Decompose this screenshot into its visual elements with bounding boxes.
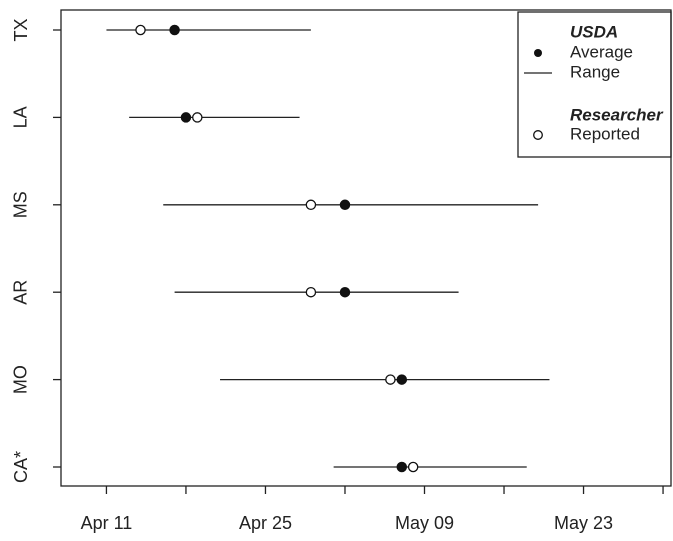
legend-average-dot	[534, 49, 542, 57]
x-tick-label: May 09	[395, 513, 454, 533]
reported-dot	[192, 112, 203, 123]
legend-group-title: Researcher	[570, 105, 664, 124]
average-dot	[396, 374, 408, 385]
y-tick-label: CA*	[11, 451, 31, 483]
average-dot	[169, 24, 180, 36]
legend-box	[517, 11, 672, 158]
legend-label: Range	[570, 62, 620, 81]
y-tick-label: MO	[11, 365, 31, 394]
legend-label: Reported	[570, 124, 640, 143]
plot-frame	[60, 9, 672, 487]
y-tick-label: AR	[11, 280, 31, 305]
reported-dot	[305, 286, 317, 298]
y-tick-label: TX	[11, 18, 31, 41]
legend-group-title: USDA	[570, 22, 618, 41]
y-tick-label: MS	[11, 191, 31, 218]
reported-dot	[305, 199, 317, 211]
legend-label: Average	[570, 42, 633, 61]
x-tick-label: May 23	[554, 513, 613, 533]
reported-dot	[385, 374, 396, 385]
y-tick-label: LA	[11, 106, 31, 128]
average-dot	[396, 461, 408, 473]
reported-dot	[407, 461, 419, 473]
x-tick-label: Apr 11	[81, 513, 133, 533]
average-dot	[339, 199, 351, 211]
average-dot	[180, 112, 192, 123]
average-dot	[339, 286, 351, 298]
legend-reported-dot	[533, 130, 543, 140]
x-tick-label: Apr 25	[239, 513, 292, 533]
reported-dot	[135, 24, 146, 36]
